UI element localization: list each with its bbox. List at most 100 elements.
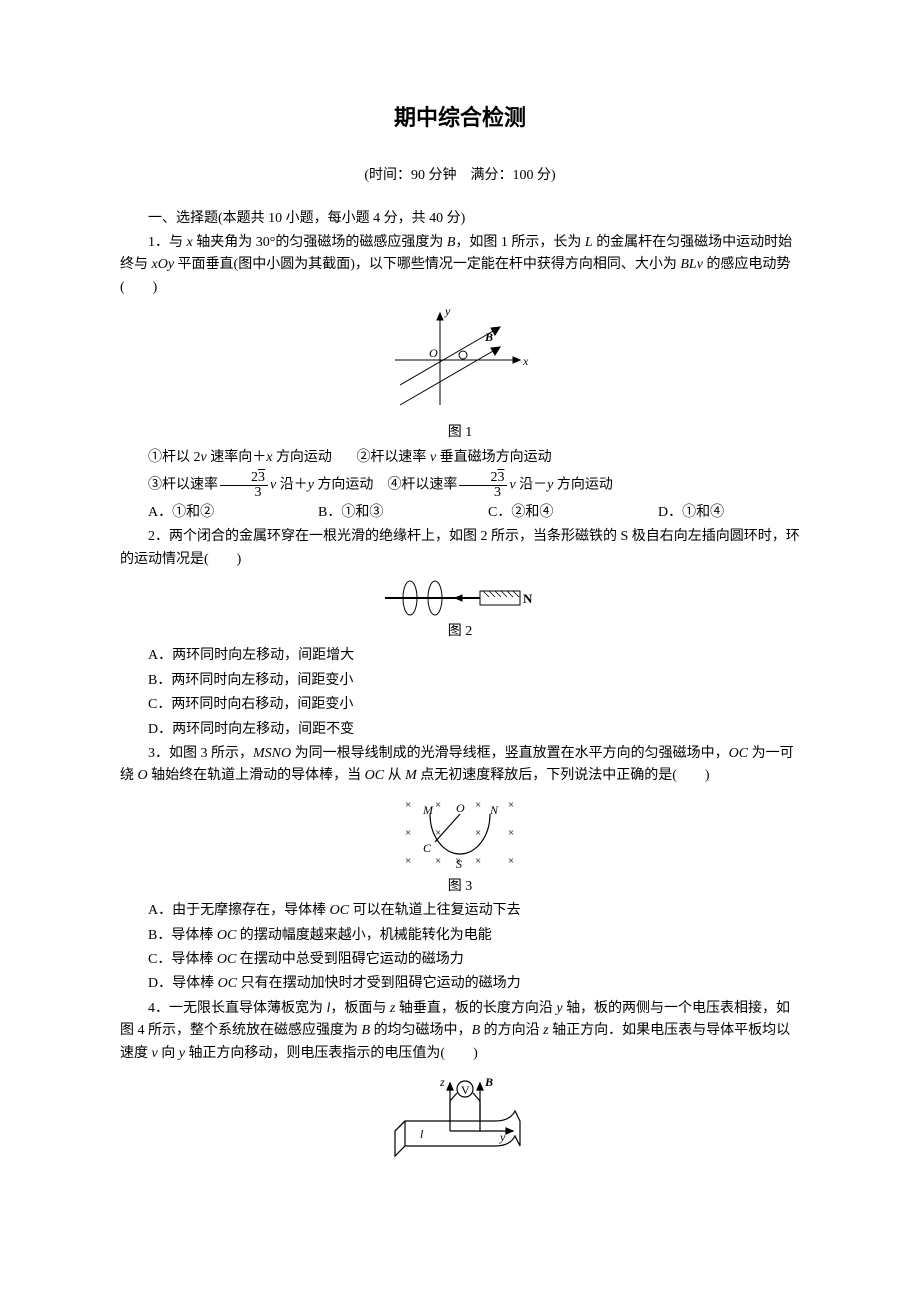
q3-text-d: 轴始终在轨道上滑动的导体棒，当	[148, 768, 365, 783]
q1-opt-b: B．①和③	[290, 502, 460, 524]
fig3-S-label: S	[456, 857, 462, 871]
q1-stmt1-b: 速率向＋	[207, 450, 267, 465]
q1-stmt4-frac: 233	[459, 471, 507, 500]
svg-text:×: ×	[475, 799, 481, 811]
figure-2: N 图 2	[120, 577, 800, 643]
figure-1-svg: y x O B	[385, 305, 535, 420]
q3-M: M	[405, 768, 417, 783]
fig4-z-label: z	[439, 1075, 445, 1089]
q4-text-i: 轴正方向移动，则电压表指示的电压值为( )	[185, 1046, 478, 1061]
q1-text-b: 轴夹角为 30°的匀强磁场的磁感应强度为	[193, 235, 447, 250]
svg-text:×: ×	[508, 855, 514, 867]
q2-opt-c: C．两环同时向右移动，间距变小	[120, 694, 800, 716]
q1-stmt1-a: ①杆以 2	[148, 450, 201, 465]
q3-OC2: OC	[365, 768, 384, 783]
fig3-O-label: O	[456, 801, 465, 815]
page-title: 期中综合检测	[120, 100, 800, 135]
q1-stmt3-a: ③杆以速率	[148, 478, 218, 493]
page-subtitle: (时间：90 分钟 满分：100 分)	[120, 165, 800, 187]
svg-text:×: ×	[435, 799, 441, 811]
q1-options: A．①和② B．①和③ C．②和④ D．①和④	[120, 502, 800, 524]
q3-text-a: 如图 3 所示，	[169, 746, 253, 761]
svg-text:×: ×	[435, 855, 441, 867]
fig1-O-label: O	[429, 346, 438, 360]
q4-num: 4．	[148, 1001, 169, 1016]
q4-B1: B	[362, 1023, 371, 1038]
q4-text-c: 轴垂直，板的长度方向沿	[395, 1001, 556, 1016]
section-1-header: 一、选择题(本题共 10 小题，每小题 4 分，共 40 分)	[120, 208, 800, 230]
figure-3-caption: 图 3	[120, 876, 800, 898]
q4-B2: B	[472, 1023, 481, 1038]
fig1-B-label: B	[484, 330, 493, 344]
question-4: 4．一无限长直导体薄板宽为 l，板面与 z 轴垂直，板的长度方向沿 y 轴，板的…	[120, 998, 800, 1065]
q1-var-xOy: xOy	[152, 257, 175, 272]
q1-text-a: 与	[169, 235, 187, 250]
q1-stmt2-b: 垂直磁场方向运动	[436, 450, 552, 465]
fig3-C-label: C	[423, 841, 432, 855]
figure-4-svg: z B l y V	[385, 1071, 535, 1171]
q1-stmt2-a: ②杆以速率	[356, 450, 430, 465]
q1-num: 1．	[148, 235, 169, 250]
q2-num: 2．	[148, 529, 169, 544]
q4-text-a: 一无限长直导体薄板宽为	[169, 1001, 327, 1016]
fig1-x-label: x	[522, 354, 529, 368]
q1-opt-c: C．②和④	[460, 502, 630, 524]
fig2-N-label: N	[523, 591, 533, 606]
fig4-V-label: V	[461, 1083, 470, 1097]
figure-2-svg: N	[380, 577, 540, 619]
question-3: 3．如图 3 所示，MSNO 为同一根导线制成的光滑导线框，竖直放置在水平方向的…	[120, 743, 800, 788]
q1-opt-a: A．①和②	[120, 502, 290, 524]
q1-stmt4-a: ④杆以速率	[387, 478, 457, 493]
q4-text-f: 的方向沿	[480, 1023, 543, 1038]
q3-num: 3．	[148, 746, 169, 761]
figure-3-svg: ×××× ×××× ×××× × M O N C S	[390, 794, 530, 874]
fig4-B-label: B	[484, 1075, 493, 1089]
q1-var-BLv: BLv	[680, 257, 703, 272]
q1-statements-row2: ③杆以速率233v 沿＋y 方向运动 ④杆以速率233v 沿－y 方向运动	[120, 471, 800, 500]
question-1: 1．与 x 轴夹角为 30°的匀强磁场的磁感应强度为 B，如图 1 所示，长为 …	[120, 232, 800, 299]
figure-3: ×××× ×××× ×××× × M O N C S 图 3	[120, 794, 800, 898]
q4-text-h: 向	[158, 1046, 179, 1061]
q1-stmt3-frac: 233	[220, 471, 268, 500]
q3-opt-c: C．导体棒 OC 在摆动中总受到阻碍它运动的磁场力	[120, 949, 800, 971]
q1-stmt3-c: 方向运动	[314, 478, 374, 493]
q3-O: O	[138, 768, 148, 783]
svg-text:×: ×	[405, 799, 411, 811]
figure-1: y x O B 图 1	[120, 305, 800, 444]
q2-opt-b: B．两环同时向左移动，间距变小	[120, 670, 800, 692]
q1-stmt4-c: 方向运动	[553, 478, 613, 493]
q3-MSNO: MSNO	[253, 746, 291, 761]
figure-2-caption: 图 2	[120, 621, 800, 643]
q1-stmt3-b: 沿＋	[276, 478, 308, 493]
svg-text:×: ×	[475, 855, 481, 867]
svg-text:×: ×	[508, 827, 514, 839]
fig3-M-label: M	[422, 803, 434, 817]
q2-text: 两个闭合的金属环穿在一根光滑的绝缘杆上，如图 2 所示，当条形磁铁的 S 极自右…	[120, 529, 800, 566]
svg-text:×: ×	[508, 799, 514, 811]
q1-statements-row1: ①杆以 2v 速率向＋x 方向运动 ②杆以速率 v 垂直磁场方向运动	[120, 447, 800, 469]
q1-text-c: ，如图 1 所示，长为	[455, 235, 585, 250]
svg-text:×: ×	[405, 855, 411, 867]
q1-text-e: 平面垂直(图中小圆为其截面)，以下哪些情况一定能在杆中获得方向相同、大小为	[174, 257, 680, 272]
q3-text-e: 从	[384, 768, 405, 783]
q3-text-f: 点无初速度释放后，下列说法中正确的是( )	[417, 768, 710, 783]
q1-stmt1-c: 方向运动	[272, 450, 332, 465]
q1-stmt4-b: 沿－	[516, 478, 548, 493]
svg-text:×: ×	[405, 827, 411, 839]
q4-text-e: 的均匀磁场中，	[370, 1023, 472, 1038]
fig1-y-label: y	[444, 305, 451, 318]
q2-opt-d: D．两环同时向左移动，间距不变	[120, 719, 800, 741]
q3-opt-a: A．由于无摩擦存在，导体棒 OC 可以在轨道上往复运动下去	[120, 900, 800, 922]
figure-4: z B l y V	[120, 1071, 800, 1171]
q3-OC1: OC	[729, 746, 748, 761]
question-2: 2．两个闭合的金属环穿在一根光滑的绝缘杆上，如图 2 所示，当条形磁铁的 S 极…	[120, 526, 800, 571]
q3-opt-d: D．导体棒 OC 只有在摆动加快时才受到阻碍它运动的磁场力	[120, 973, 800, 995]
fig3-N-label: N	[489, 803, 499, 817]
fig4-l-label: l	[420, 1127, 424, 1141]
fig4-y-label: y	[499, 1130, 506, 1144]
q3-text-b: 为同一根导线制成的光滑导线框，竖直放置在水平方向的匀强磁场中，	[291, 746, 729, 761]
q1-opt-d: D．①和④	[630, 502, 800, 524]
q4-text-b: ，板面与	[330, 1001, 390, 1016]
figure-1-caption: 图 1	[120, 422, 800, 444]
q3-opt-b: B．导体棒 OC 的摆动幅度越来越小，机械能转化为电能	[120, 925, 800, 947]
